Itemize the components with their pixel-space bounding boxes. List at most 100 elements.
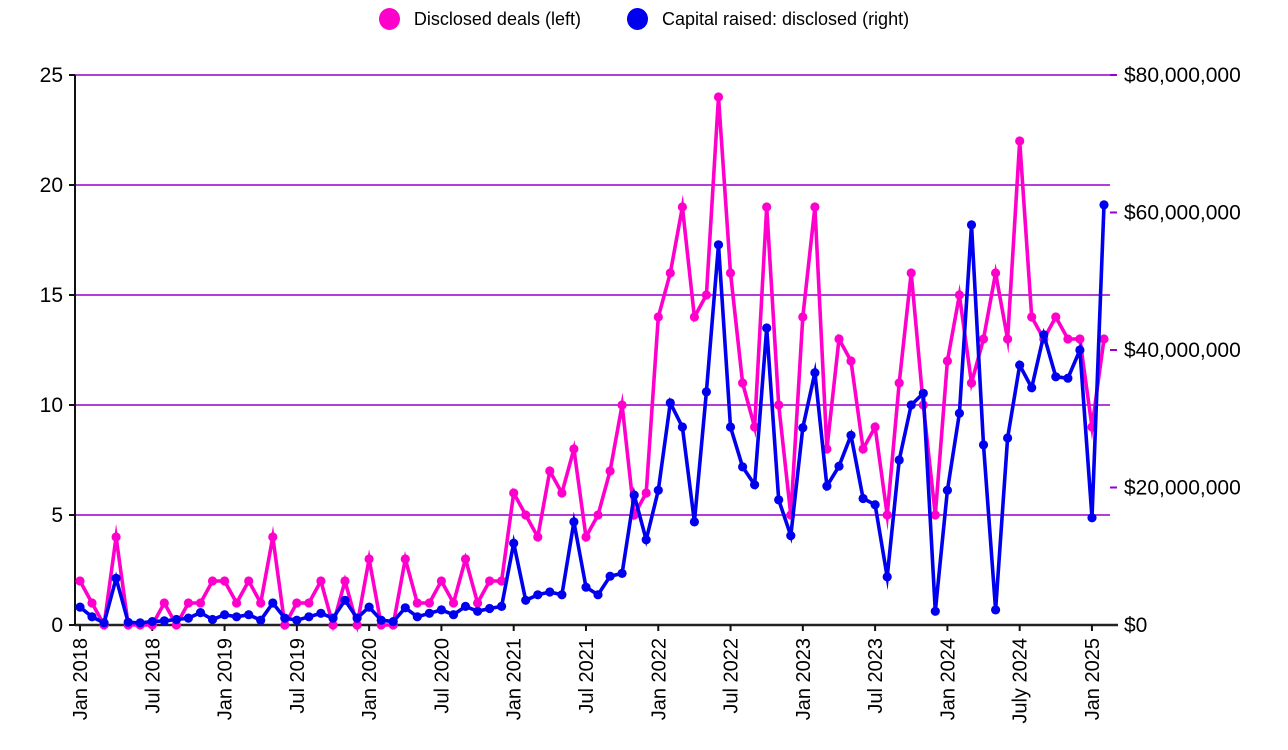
deals-data-point <box>557 488 567 498</box>
capital-data-point <box>268 598 278 608</box>
capital-data-point <box>593 590 603 600</box>
right-axis-tick-label: $20,000,000 <box>1124 477 1241 500</box>
capital-data-point <box>388 617 398 627</box>
capital-data-point <box>557 590 567 600</box>
deals-data-point <box>617 400 627 410</box>
deals-data-point <box>75 576 85 586</box>
capital-data-point <box>473 606 483 616</box>
capital-data-point <box>412 612 422 622</box>
deals-data-point <box>954 290 965 300</box>
deals-data-point <box>798 312 808 322</box>
capital-data-point <box>159 616 169 626</box>
capital-data-point <box>364 602 374 612</box>
deals-data-point <box>942 356 953 366</box>
capital-data-point <box>1015 360 1025 370</box>
deals-data-point <box>232 598 242 608</box>
capital-data-point <box>1087 513 1097 523</box>
deals-data-point <box>220 576 230 586</box>
x-axis-tick-label: Jan 2025 <box>1082 638 1104 720</box>
capital-data-point <box>966 220 977 230</box>
capital-data-point <box>1099 200 1109 210</box>
capital-data-point <box>822 481 832 491</box>
capital-data-point <box>713 240 724 250</box>
right-axis-tick-label: $40,000,000 <box>1124 339 1241 362</box>
chart-legend: Disclosed deals (left) Capital raised: d… <box>0 8 1288 30</box>
capital-data-point <box>424 608 434 618</box>
deals-data-point <box>774 400 784 410</box>
deals-data-point <box>653 312 663 322</box>
capital-data-point <box>894 455 904 465</box>
capital-data-point <box>738 462 748 472</box>
deals-data-point <box>834 334 844 344</box>
capital-data-point <box>147 617 157 627</box>
deals-data-point <box>738 378 748 388</box>
deals-data-point <box>412 598 422 608</box>
capital-data-point <box>292 615 302 625</box>
deals-data-point <box>87 598 97 608</box>
deals-data-point <box>364 554 374 564</box>
x-axis-tick-label: Jan 2020 <box>359 638 381 720</box>
capital-series-line <box>78 204 1106 626</box>
capital-data-point <box>87 612 97 622</box>
x-axis-tick-label: Jan 2022 <box>648 638 670 720</box>
deals-data-point <box>966 378 977 388</box>
capital-data-point <box>545 587 555 597</box>
capital-data-point <box>786 531 796 541</box>
capital-data-point <box>834 461 844 471</box>
deals-data-point <box>991 268 1001 278</box>
deals-data-point <box>340 576 350 586</box>
deals-data-point <box>701 290 712 300</box>
capital-data-point <box>460 601 471 612</box>
capital-data-point <box>569 517 579 527</box>
deals-data-point <box>448 598 459 608</box>
deals-data-point <box>183 598 193 608</box>
deals-data-point <box>473 598 483 608</box>
left-axis-tick-label: 0 <box>51 614 63 637</box>
capital-data-point <box>171 614 181 625</box>
x-axis-tick-label: Jul 2020 <box>431 638 453 714</box>
deals-data-point <box>1027 312 1037 322</box>
deals-data-point <box>436 576 446 586</box>
deals-data-point <box>1003 334 1013 344</box>
legend-item-capital-raised: Capital raised: disclosed (right) <box>626 8 909 30</box>
capital-data-point <box>1039 330 1049 340</box>
capital-data-point <box>123 617 133 627</box>
capital-data-point <box>99 618 109 628</box>
deals-data-point <box>533 532 543 542</box>
capital-data-point <box>220 610 230 620</box>
capital-data-point <box>846 430 856 440</box>
capital-data-point <box>954 408 965 418</box>
capital-data-point <box>665 398 675 408</box>
x-axis-tick-label: Jan 2018 <box>70 638 92 720</box>
deals-data-point <box>545 466 555 476</box>
deals-data-point <box>810 202 820 212</box>
capital-data-point <box>810 368 820 378</box>
capital-data-point <box>798 423 808 433</box>
legend-dot-magenta <box>378 8 400 30</box>
capital-data-point <box>533 590 543 600</box>
capital-data-point <box>629 490 639 500</box>
left-axis-tick-label: 20 <box>40 174 63 197</box>
deals-data-point <box>256 598 266 608</box>
capital-data-point <box>111 573 121 583</box>
capital-data-point <box>256 615 266 625</box>
capital-data-point <box>701 387 712 397</box>
capital-data-point <box>930 606 940 616</box>
x-axis-tick-label: Jul 2018 <box>142 638 164 714</box>
deals-data-point <box>1099 334 1109 344</box>
deals-data-point <box>424 598 434 608</box>
deals-data-point <box>858 444 868 454</box>
x-axis-tick-label: Jul 2022 <box>721 638 743 714</box>
deals-data-point <box>1063 334 1073 344</box>
x-axis-tick-label: Jul 2023 <box>865 638 887 714</box>
deals-data-point <box>569 444 579 454</box>
capital-data-point <box>774 495 784 505</box>
legend-dot-blue <box>626 8 648 30</box>
x-axis-tick-label: Jul 2021 <box>576 638 598 714</box>
deals-data-point <box>641 488 651 498</box>
left-axis-tick-label: 5 <box>51 504 63 527</box>
capital-data-point <box>328 613 338 623</box>
deals-data-point <box>485 576 495 586</box>
deals-data-point <box>593 510 603 520</box>
